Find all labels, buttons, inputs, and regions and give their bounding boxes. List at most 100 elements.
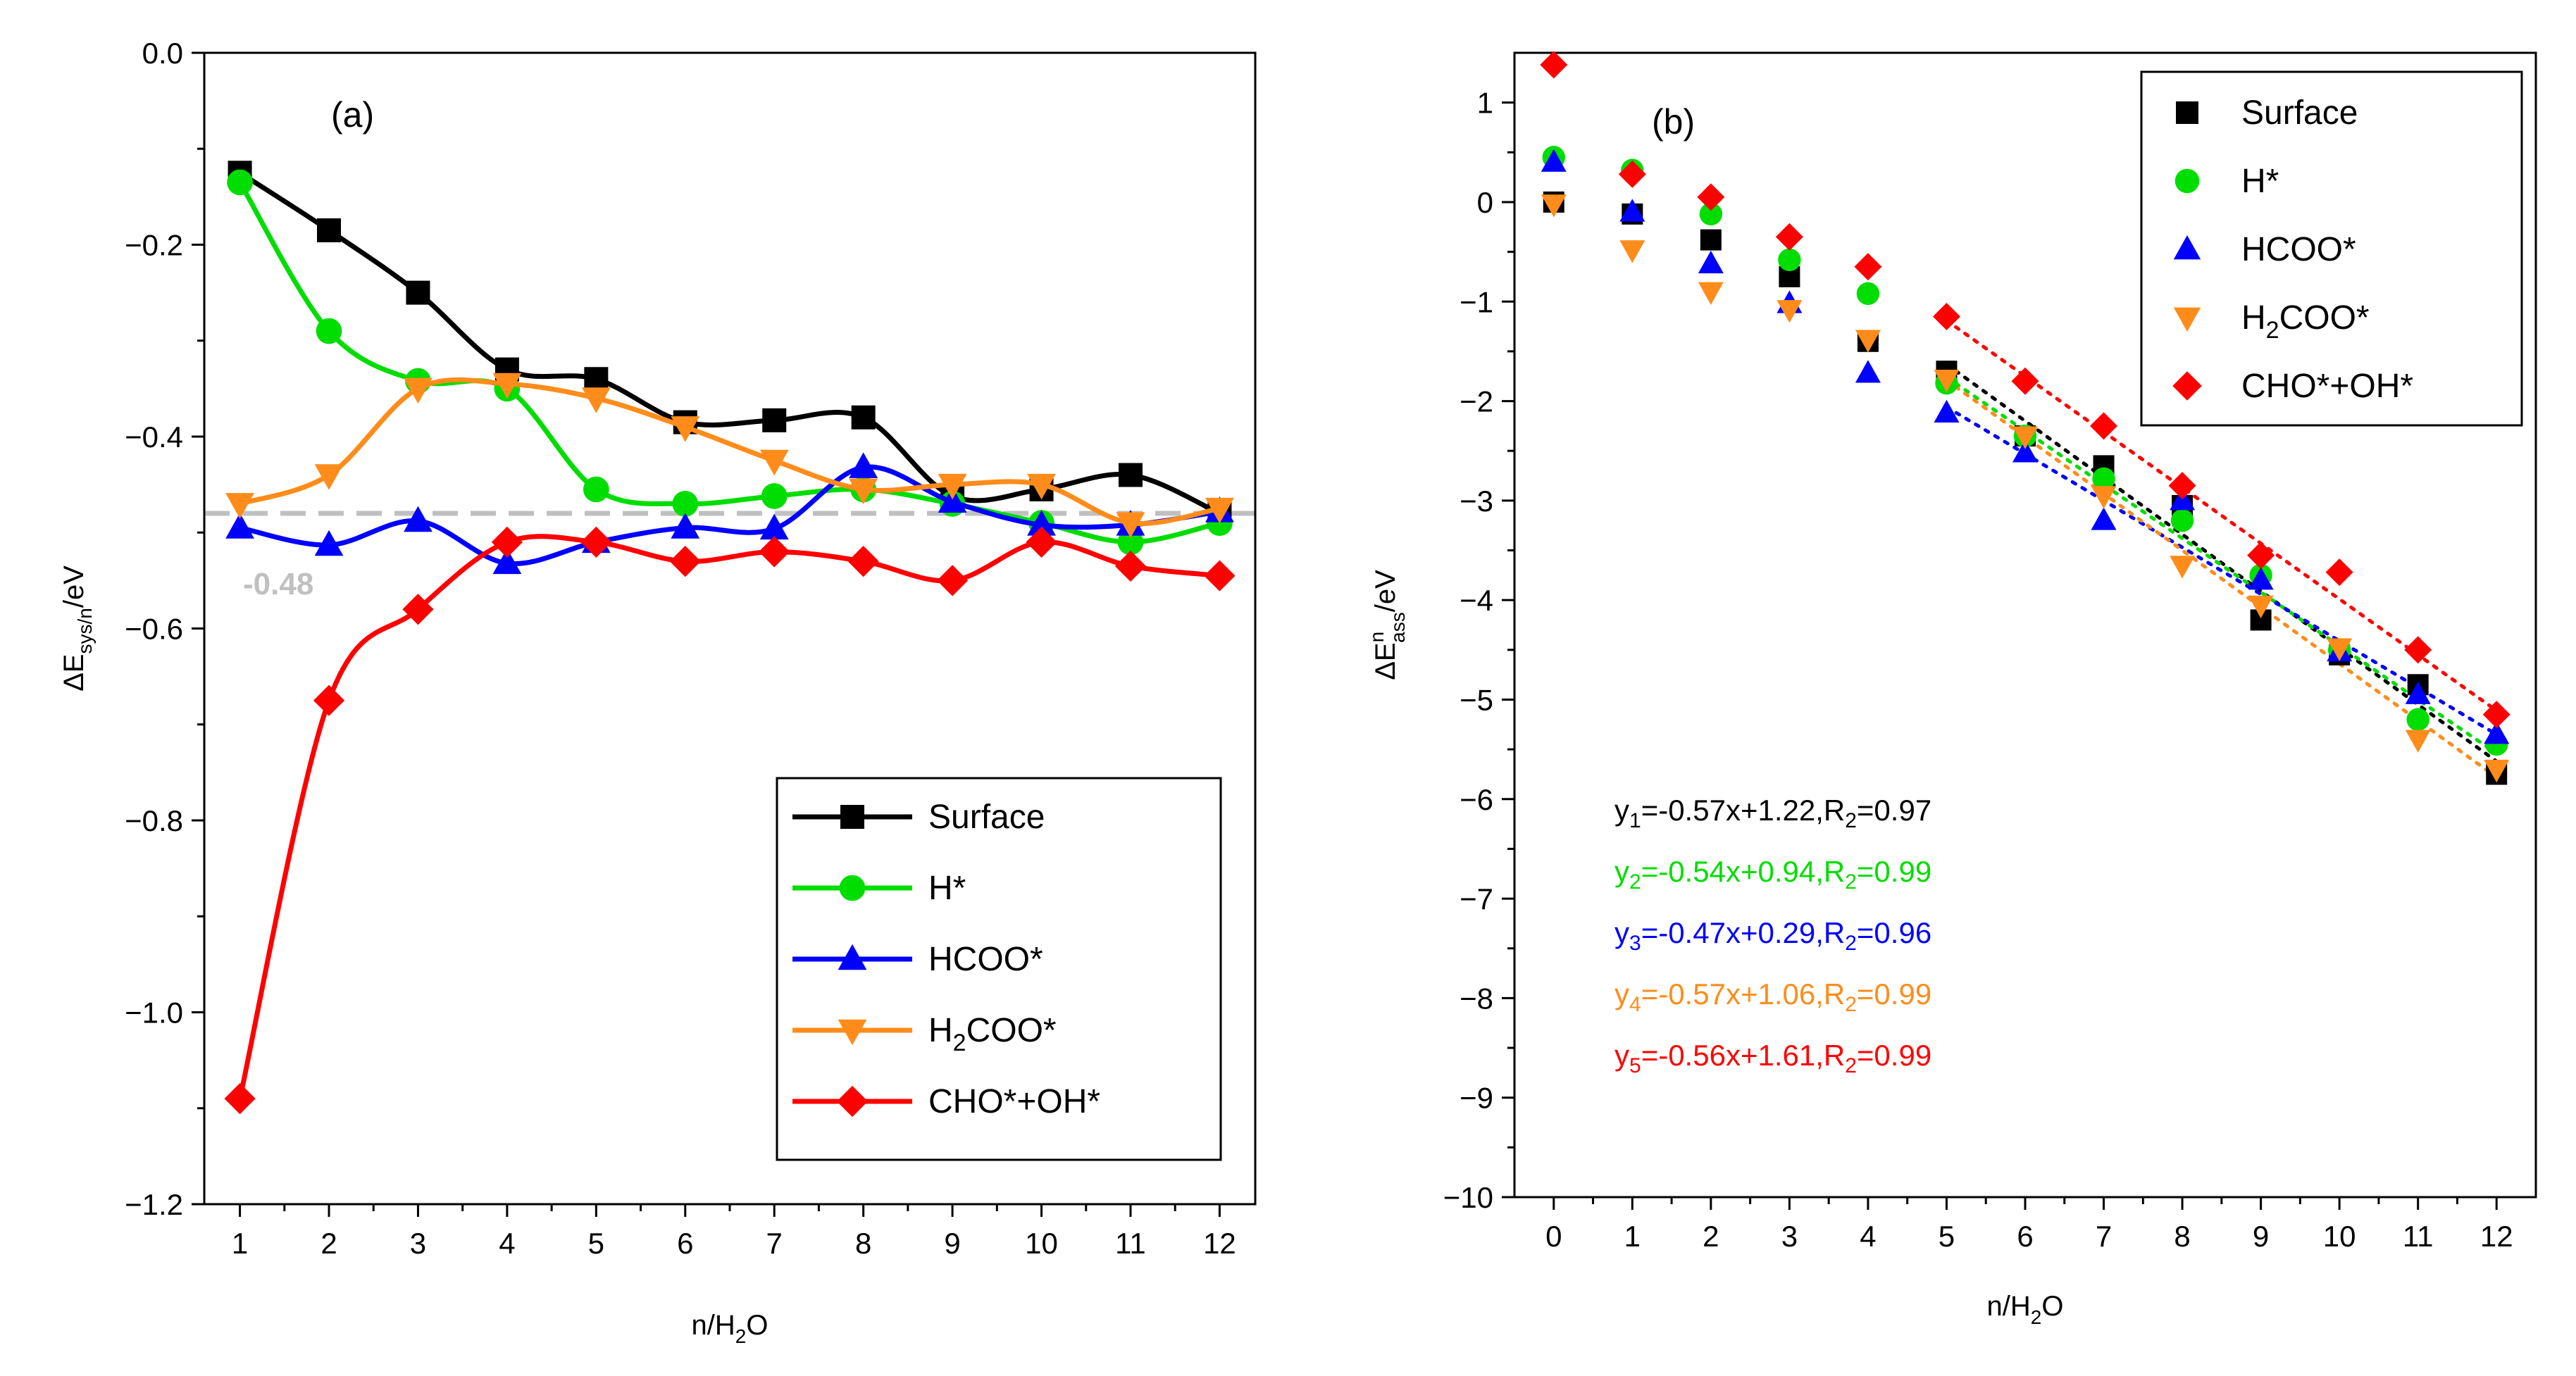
y-axis-label: ΔEsys/n/eV [58, 565, 96, 692]
fit-equation-text: =0.99 [1857, 855, 1931, 888]
data-point-choh [580, 526, 612, 558]
data-point-h2coo [2170, 556, 2196, 579]
x-tick-label: 4 [499, 1227, 515, 1260]
x-axis-label-text: n/H [692, 1310, 735, 1341]
data-point-choh [2482, 701, 2510, 729]
x-tick-label: 0 [1545, 1220, 1562, 1253]
fit-equation-subscript: 1 [1629, 809, 1641, 832]
y-axis-label-subscript: ass [1387, 612, 1409, 643]
legend-marker-h2coo [2173, 307, 2201, 332]
data-point-h2coo [759, 449, 789, 476]
x-axis-label-text: n/H [1987, 1291, 2031, 1322]
data-point-h [583, 476, 609, 503]
y-tick-label: −0.4 [125, 420, 183, 454]
data-point-h [227, 169, 253, 196]
fit-equation-text: y [1614, 977, 1629, 1011]
legend-label-tail: COO* [966, 1012, 1057, 1049]
fit-equation-text: =0.99 [1857, 1039, 1931, 1072]
data-point-h2coo [938, 473, 967, 500]
fit-equation-text: y [1614, 916, 1629, 949]
reference-line-label: -0.48 [243, 567, 313, 601]
data-point-choh [2168, 472, 2196, 500]
data-point-hcoo [759, 513, 789, 540]
x-axis-label-subscript: 2 [735, 1325, 747, 1347]
data-point-h2coo [671, 416, 700, 442]
legend-marker-h [839, 875, 866, 901]
legend-label-h2coo: H2COO* [928, 1012, 1057, 1056]
data-point-h2coo [225, 493, 254, 519]
data-point-h2coo [2091, 486, 2117, 509]
y-tick-label: −6 [1460, 783, 1493, 816]
legend-label-text: H [2241, 299, 2266, 337]
panel-label: (a) [331, 95, 374, 135]
data-point-choh [1775, 223, 1803, 251]
data-point-h [672, 491, 699, 517]
data-point-choh [1932, 302, 1960, 330]
panel-a-chart: -0.480.0−0.2−0.4−0.6−0.8−1.0−1.21 2 3 4 5 6 7 8… [58, 37, 1257, 1347]
x-tick-label: 8 [2174, 1220, 2190, 1253]
x-tick-label: 1 [232, 1227, 248, 1260]
fit-equation-text: =0.99 [1857, 977, 1931, 1011]
data-point-h [2406, 708, 2429, 731]
data-point-choh [1697, 183, 1725, 211]
fit-equation-subscript: 3 [1629, 932, 1641, 955]
legend-label-h: H* [2241, 163, 2279, 200]
y-tick-label: −3 [1460, 484, 1493, 518]
data-point-surface [317, 218, 342, 243]
fit-equation-surface: y1=-0.57x+1.22,R2=0.97 [1614, 794, 1931, 832]
data-point-hcoo [2484, 721, 2510, 744]
fit-equation-subscript: 2 [1845, 993, 1857, 1016]
fit-equation-h: y2=-0.54x+0.94,R2=0.99 [1614, 855, 1931, 894]
x-tick-label: 11 [1115, 1227, 1146, 1260]
legend-label-tail: COO* [2279, 299, 2370, 337]
data-point-choh [2325, 558, 2353, 587]
fit-equation-text: =-0.57x+1.22,R [1641, 794, 1846, 827]
data-point-hcoo [938, 487, 967, 513]
data-point-h2coo [849, 478, 878, 505]
x-tick-label: 2 [1703, 1220, 1719, 1253]
data-point-choh [2404, 636, 2432, 664]
fit-equation-subscript: 2 [1845, 932, 1857, 955]
legend-label-choh: CHO*+OH* [928, 1083, 1100, 1120]
x-tick-label: 5 [588, 1227, 604, 1260]
data-point-choh [1204, 560, 1236, 592]
legend-marker-choh [836, 1085, 869, 1118]
data-point-h2coo [1205, 497, 1234, 524]
series-line-h [237, 181, 1221, 545]
x-tick-label: 3 [1781, 1220, 1798, 1253]
x-axis-label: n/H2O [692, 1310, 769, 1347]
y-tick-label: −1.0 [125, 996, 183, 1030]
data-point-surface [851, 405, 876, 430]
y-tick-label: 0.0 [142, 37, 183, 70]
fit-equation-text: =0.96 [1857, 916, 1931, 949]
data-point-h2coo [492, 373, 522, 399]
data-point-hcoo [1934, 399, 1960, 423]
data-point-choh [224, 1083, 256, 1115]
data-point-hcoo [1027, 510, 1056, 536]
legend-marker-surface [2176, 101, 2198, 124]
x-axis-label-tail: O [2041, 1291, 2063, 1322]
data-point-h2coo [2012, 426, 2038, 449]
data-point-h2coo [2248, 595, 2274, 618]
y-tick-label: −1.2 [125, 1188, 183, 1221]
data-point-choh [937, 565, 969, 596]
data-point-hcoo [492, 548, 522, 575]
data-point-h [1117, 529, 1144, 556]
fit-line-surface [1944, 362, 2499, 763]
x-tick-label: 11 [2403, 1220, 2434, 1253]
data-point-h2coo [404, 377, 433, 404]
legend-label-hcoo: HCOO* [928, 941, 1043, 978]
data-point-choh [402, 594, 434, 625]
y-axis-label-superscript: n [1366, 632, 1388, 643]
data-point-h2coo [2405, 730, 2431, 753]
data-point-hcoo [1541, 149, 1567, 172]
y-tick-label: −9 [1460, 1082, 1493, 1115]
y-tick-label: 0 [1477, 186, 1493, 219]
y-tick-label: −0.2 [125, 229, 183, 262]
data-point-surface [1700, 229, 1722, 251]
fit-equation-subscript: 2 [1629, 870, 1641, 894]
x-axis-label-tail: O [746, 1310, 768, 1341]
data-point-choh [2090, 412, 2118, 440]
x-tick-label: 9 [944, 1227, 960, 1260]
